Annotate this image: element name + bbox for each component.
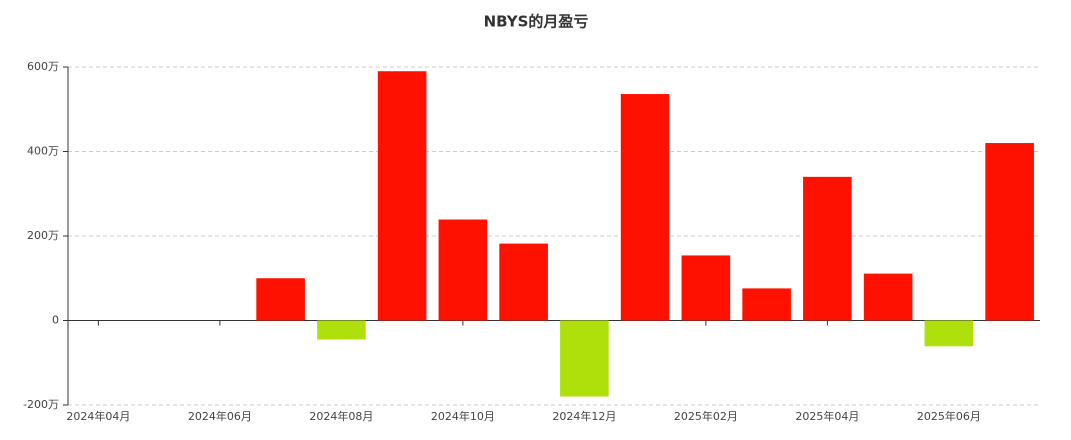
x-tick-label: 2025年04月 <box>795 409 859 423</box>
bar <box>317 320 366 340</box>
bar <box>560 320 609 397</box>
x-tick-label: 2025年06月 <box>917 409 981 423</box>
bar <box>438 219 488 321</box>
y-tick-label: -200万 <box>23 398 59 411</box>
bar <box>803 176 852 321</box>
bar <box>256 278 305 321</box>
y-tick-label: 600万 <box>27 60 59 73</box>
x-tick-label: 2025年02月 <box>674 409 738 423</box>
y-tick-label: 0 <box>52 314 59 327</box>
bar <box>742 288 791 321</box>
y-tick-label: 200万 <box>27 229 59 242</box>
x-tick-label: 2024年12月 <box>552 409 616 423</box>
bar <box>924 320 974 347</box>
bar <box>681 255 731 321</box>
y-tick-label: 400万 <box>27 145 59 158</box>
x-tick-label: 2024年10月 <box>431 409 495 423</box>
bar <box>377 71 427 321</box>
bar <box>620 94 670 321</box>
chart-title: NBYS的月盈亏 <box>484 13 589 31</box>
x-tick-label: 2024年06月 <box>188 409 252 423</box>
x-tick-label: 2024年08月 <box>309 409 373 423</box>
x-tick-label: 2024年04月 <box>66 409 130 423</box>
bar <box>863 273 913 321</box>
bar <box>985 143 1034 321</box>
bar <box>499 243 548 321</box>
